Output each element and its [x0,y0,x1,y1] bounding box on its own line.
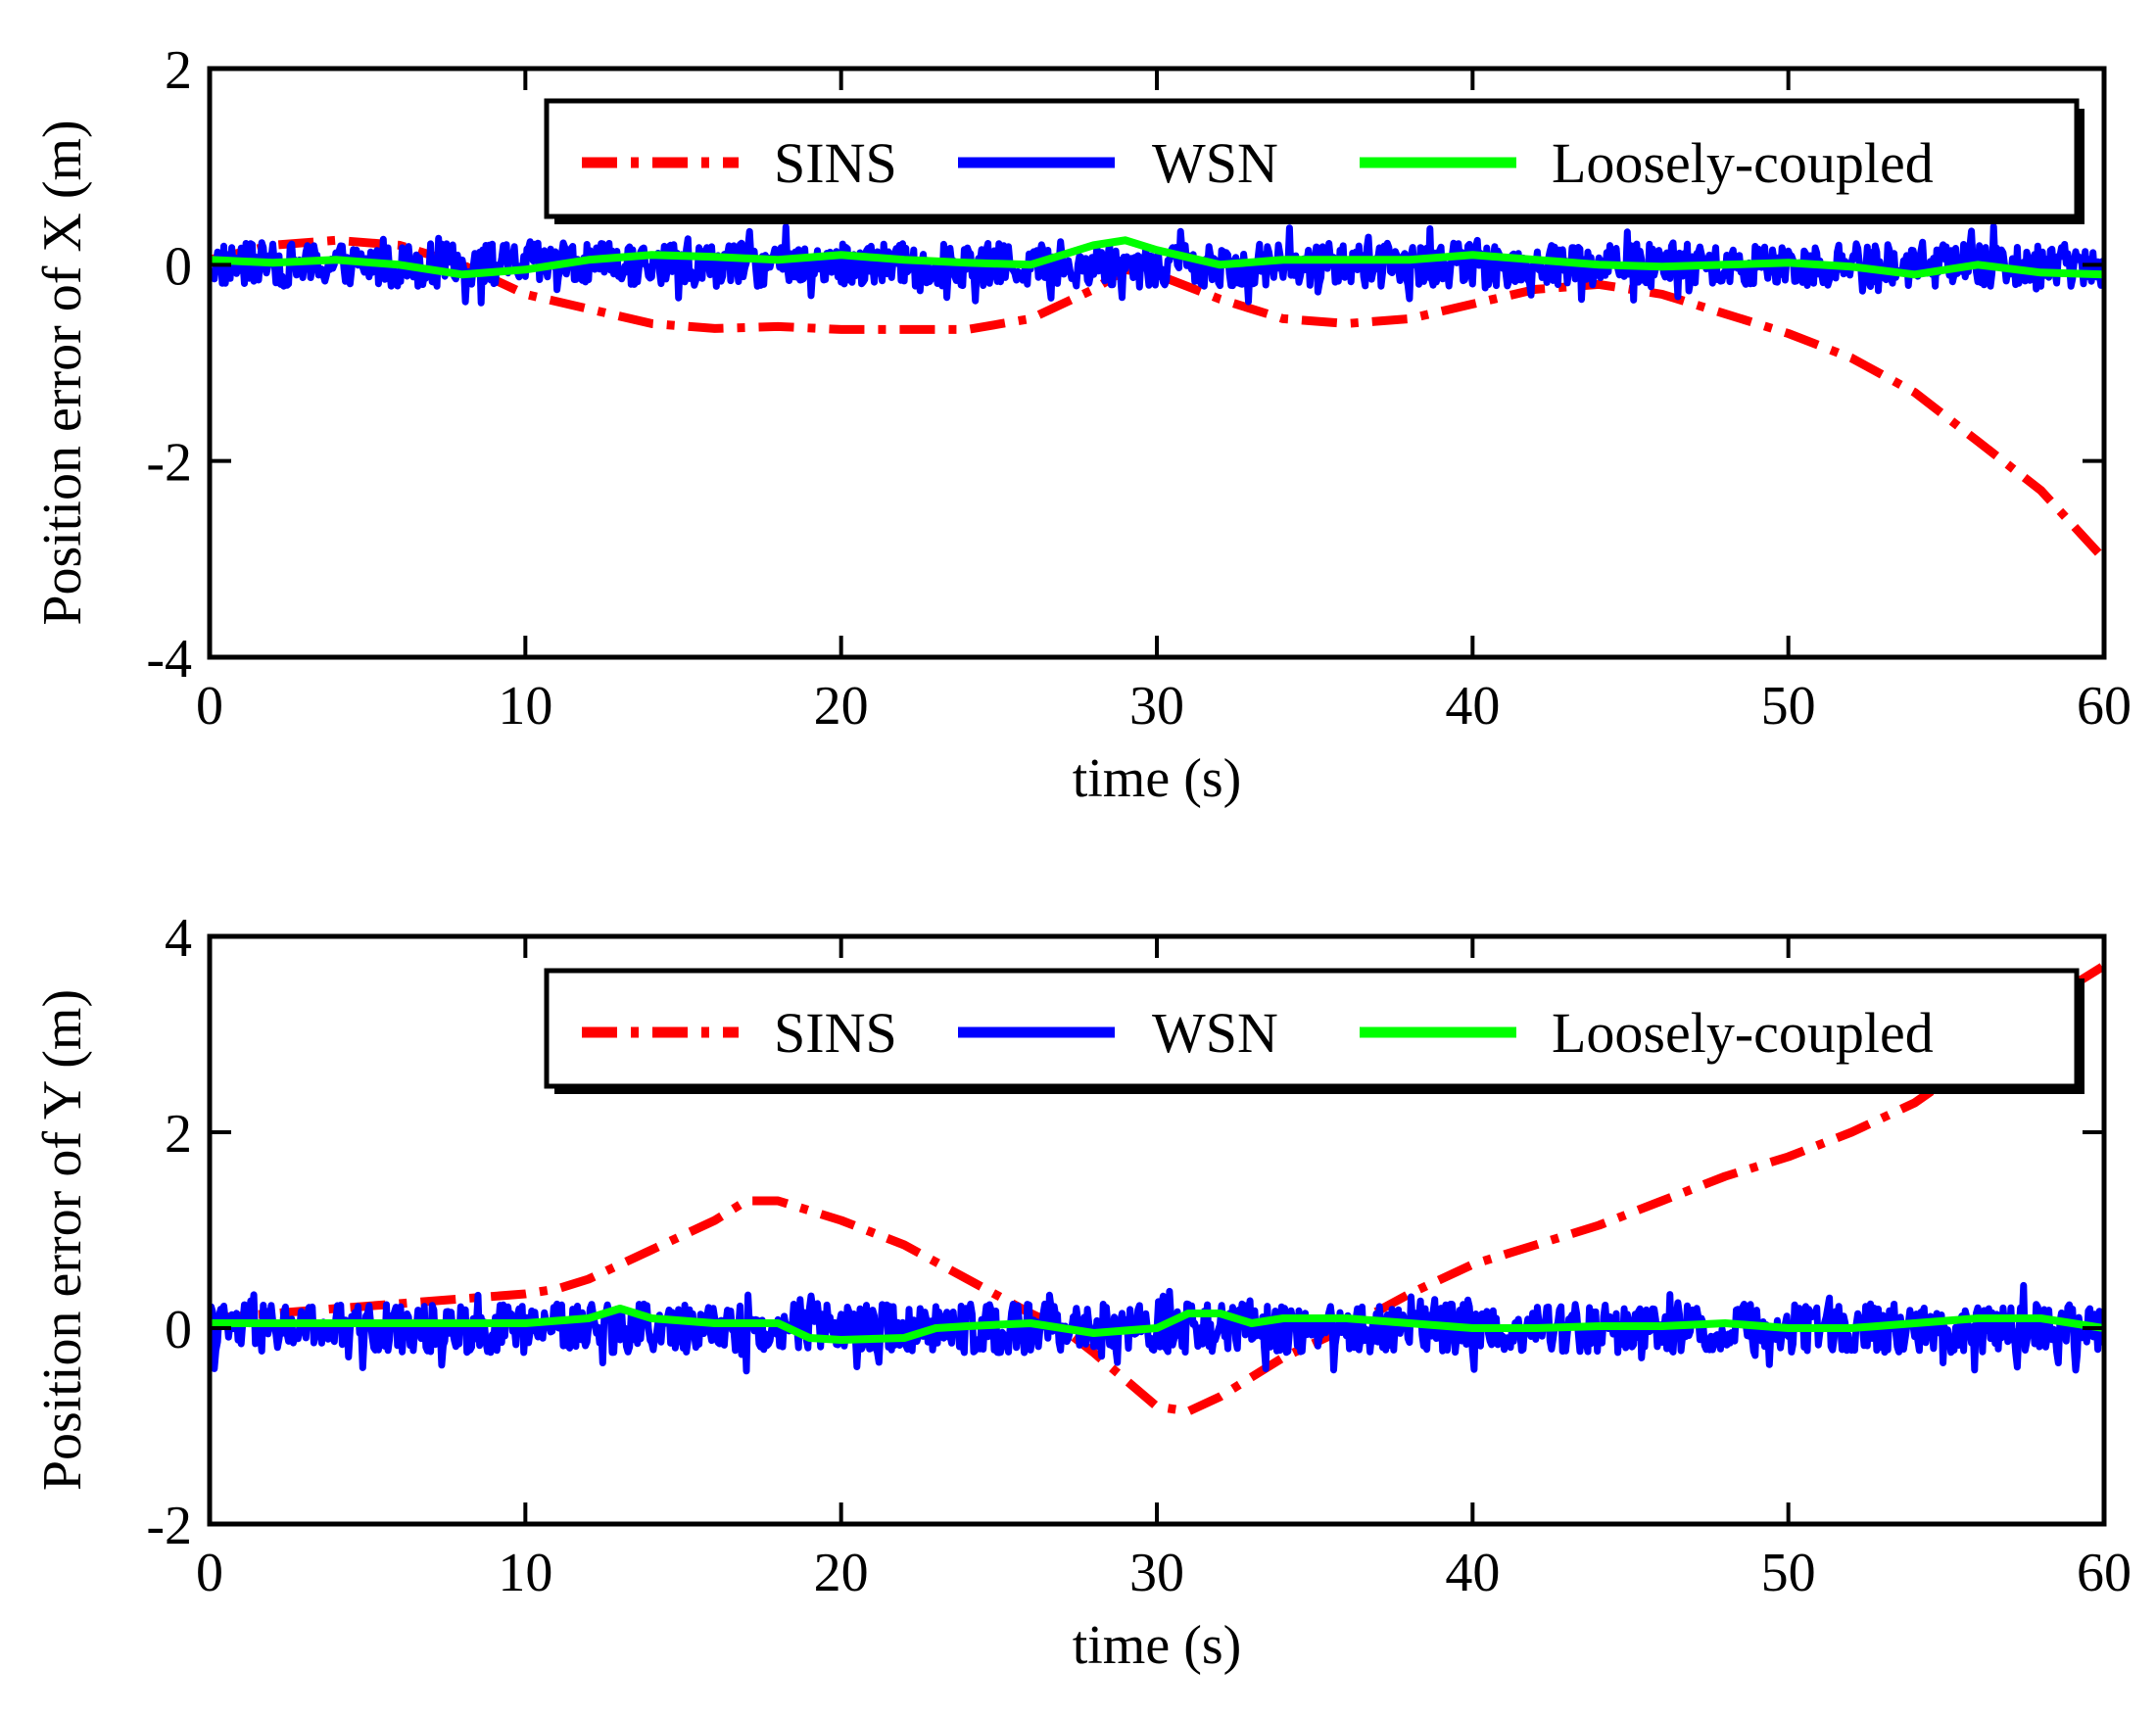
x-tick-label: 0 [196,1543,223,1603]
y-tick-label: -4 [146,629,192,690]
x-tick-label: 0 [196,676,223,737]
legend-box [544,98,2080,219]
x-tick-label: 60 [2077,676,2132,737]
x-tick-label: 40 [1445,1543,1500,1603]
series-line-sins [210,235,2104,562]
series-line-loose [210,1305,2104,1344]
y-tick-label: -2 [146,433,192,494]
x-tick-label: 40 [1445,676,1500,737]
legend-label-wsn: WSN [1152,131,1278,195]
series-line-wsn [210,222,2104,307]
x-tick-label: 50 [1761,676,1816,737]
legend: SINS WSN Loosely-coupled [544,98,2084,224]
x-tick-label: 20 [814,1543,869,1603]
x-tick-label: 30 [1129,1543,1184,1603]
x-tick-label: 10 [498,1543,552,1603]
legend-label-sins: SINS [774,1001,897,1065]
legend-label-sins: SINS [774,131,897,195]
series-line-loose [210,236,2104,279]
x-axis-label: time (s) [1073,1615,1242,1676]
x-tick-label: 60 [2077,1543,2132,1603]
y-axis-label: Position error of X (m) [32,119,93,625]
series-line-sins [210,962,2104,1416]
y-tick-label: 2 [165,40,192,101]
y-tick-label: -2 [146,1496,192,1556]
x-tick-label: 30 [1129,676,1184,737]
y-tick-label: 2 [165,1104,192,1165]
legend-label-loose: Loosely-coupled [1552,1001,1934,1065]
x-tick-label: 20 [814,676,869,737]
y-tick-label: 4 [165,908,192,969]
x-tick-label: 10 [498,676,552,737]
legend: SINS WSN Loosely-coupled [544,968,2084,1094]
x-tick-label: 50 [1761,1543,1816,1603]
panel-x-error: 0 10 20 30 40 50 60 -4 -2 0 2 time (s) Position erro… [32,40,2132,809]
x-axis-label: time (s) [1073,748,1242,809]
y-tick-label: 0 [165,1300,192,1360]
y-tick-label: 0 [165,236,192,297]
legend-label-loose: Loosely-coupled [1552,131,1934,195]
plot-area [210,222,2104,562]
legend-box [544,968,2080,1089]
legend-label-wsn: WSN [1152,1001,1278,1065]
plot-area [210,962,2104,1416]
y-axis-label: Position error of Y (m) [32,989,93,1491]
